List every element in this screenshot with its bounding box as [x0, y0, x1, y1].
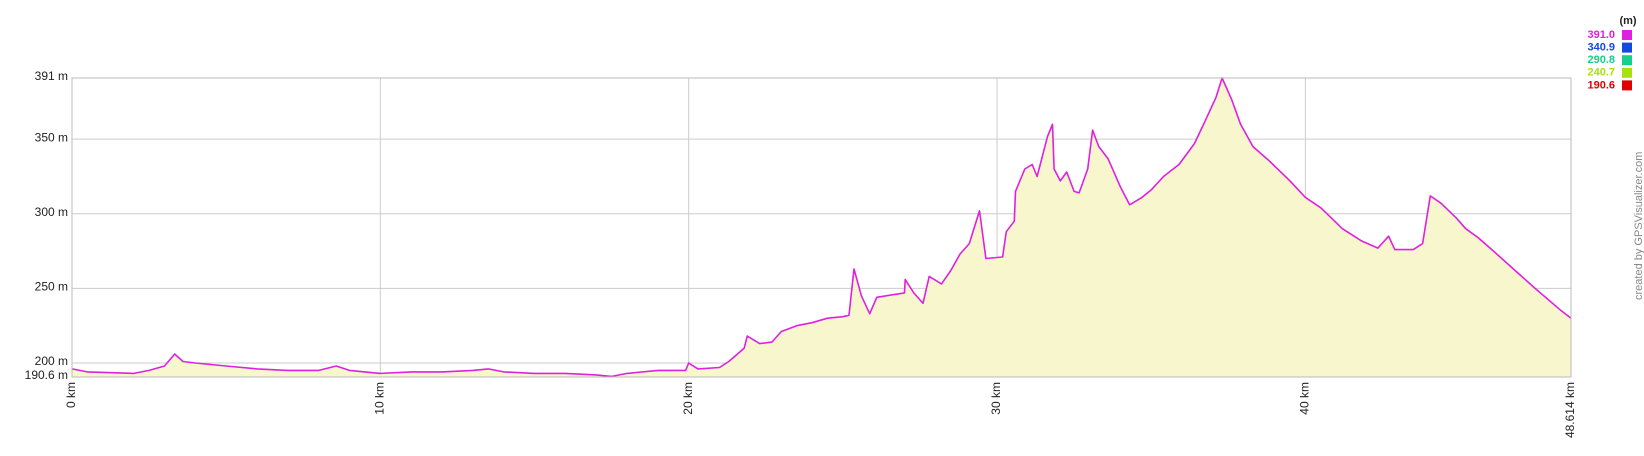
y-tick-label: 350 m — [35, 130, 68, 144]
x-tick-label: 20 km — [681, 382, 695, 415]
legend-label: 190.6 — [1587, 79, 1615, 91]
credit: created by GPSVisualizer.com — [1633, 152, 1644, 300]
x-tick-label: 40 km — [1298, 382, 1312, 415]
legend-label: 391.0 — [1587, 29, 1615, 41]
legend-swatch — [1622, 42, 1632, 53]
y-tick-label: 300 m — [35, 205, 68, 219]
x-tick-label: 48.614 km — [1563, 382, 1577, 438]
y-tick-label: 200 m — [35, 354, 68, 368]
elevation-line — [71, 77, 1572, 378]
x-tick-label: 10 km — [373, 382, 387, 415]
plot-frame — [71, 77, 1572, 378]
legend-swatch — [1622, 80, 1632, 91]
legend-label: 240.7 — [1587, 67, 1615, 79]
legend-swatch — [1622, 55, 1632, 66]
legend-label: 290.8 — [1587, 54, 1615, 66]
legend-swatch — [1622, 30, 1632, 40]
x-tick-label: 30 km — [989, 382, 1003, 415]
elevation-area — [72, 78, 1571, 377]
x-tick-label: 0 km — [64, 382, 78, 408]
legend-title: (m) — [1619, 15, 1636, 27]
y-tick-label: 250 m — [35, 280, 68, 294]
legend-label: 340.9 — [1587, 42, 1615, 54]
y-tick-label: 190.6 m — [25, 368, 68, 382]
legend-swatch — [1622, 67, 1632, 78]
y-tick-label: 391 m — [35, 69, 68, 83]
